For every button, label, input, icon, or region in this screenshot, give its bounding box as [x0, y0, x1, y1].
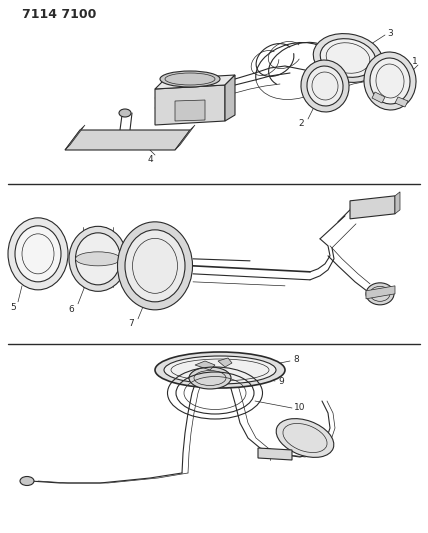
Text: 5: 5	[10, 303, 16, 312]
Ellipse shape	[164, 356, 276, 384]
Ellipse shape	[15, 226, 61, 282]
Polygon shape	[350, 196, 395, 219]
Ellipse shape	[20, 477, 34, 486]
Ellipse shape	[119, 109, 131, 117]
Ellipse shape	[69, 227, 127, 292]
Polygon shape	[175, 100, 205, 121]
Polygon shape	[366, 286, 395, 299]
Ellipse shape	[75, 233, 121, 285]
Text: 4: 4	[148, 155, 154, 164]
Ellipse shape	[313, 34, 383, 83]
Polygon shape	[372, 92, 385, 103]
Polygon shape	[395, 97, 408, 107]
Text: 8: 8	[293, 356, 299, 365]
Polygon shape	[65, 125, 85, 150]
Ellipse shape	[160, 71, 220, 87]
Polygon shape	[175, 125, 195, 150]
Ellipse shape	[125, 230, 185, 302]
Ellipse shape	[75, 252, 121, 266]
Ellipse shape	[276, 418, 334, 457]
Ellipse shape	[366, 283, 394, 305]
Text: 9: 9	[278, 376, 284, 385]
Ellipse shape	[155, 352, 285, 388]
Ellipse shape	[8, 218, 68, 290]
Polygon shape	[195, 361, 215, 370]
Polygon shape	[258, 448, 292, 460]
Text: 10: 10	[294, 403, 306, 413]
Ellipse shape	[320, 39, 376, 77]
Polygon shape	[155, 85, 225, 125]
Polygon shape	[218, 358, 232, 367]
Text: 3: 3	[387, 29, 393, 38]
Ellipse shape	[307, 66, 343, 106]
Text: 2: 2	[298, 118, 303, 127]
Polygon shape	[65, 130, 190, 150]
Ellipse shape	[364, 52, 416, 110]
Text: 7: 7	[128, 319, 134, 328]
Ellipse shape	[189, 367, 231, 389]
Text: 7114 7100: 7114 7100	[22, 9, 96, 21]
Polygon shape	[155, 75, 235, 89]
Ellipse shape	[301, 60, 349, 112]
Text: 6: 6	[68, 305, 74, 314]
Ellipse shape	[118, 222, 193, 310]
Text: 1: 1	[412, 56, 418, 66]
Ellipse shape	[370, 58, 410, 104]
Polygon shape	[395, 192, 400, 214]
Polygon shape	[225, 75, 235, 121]
